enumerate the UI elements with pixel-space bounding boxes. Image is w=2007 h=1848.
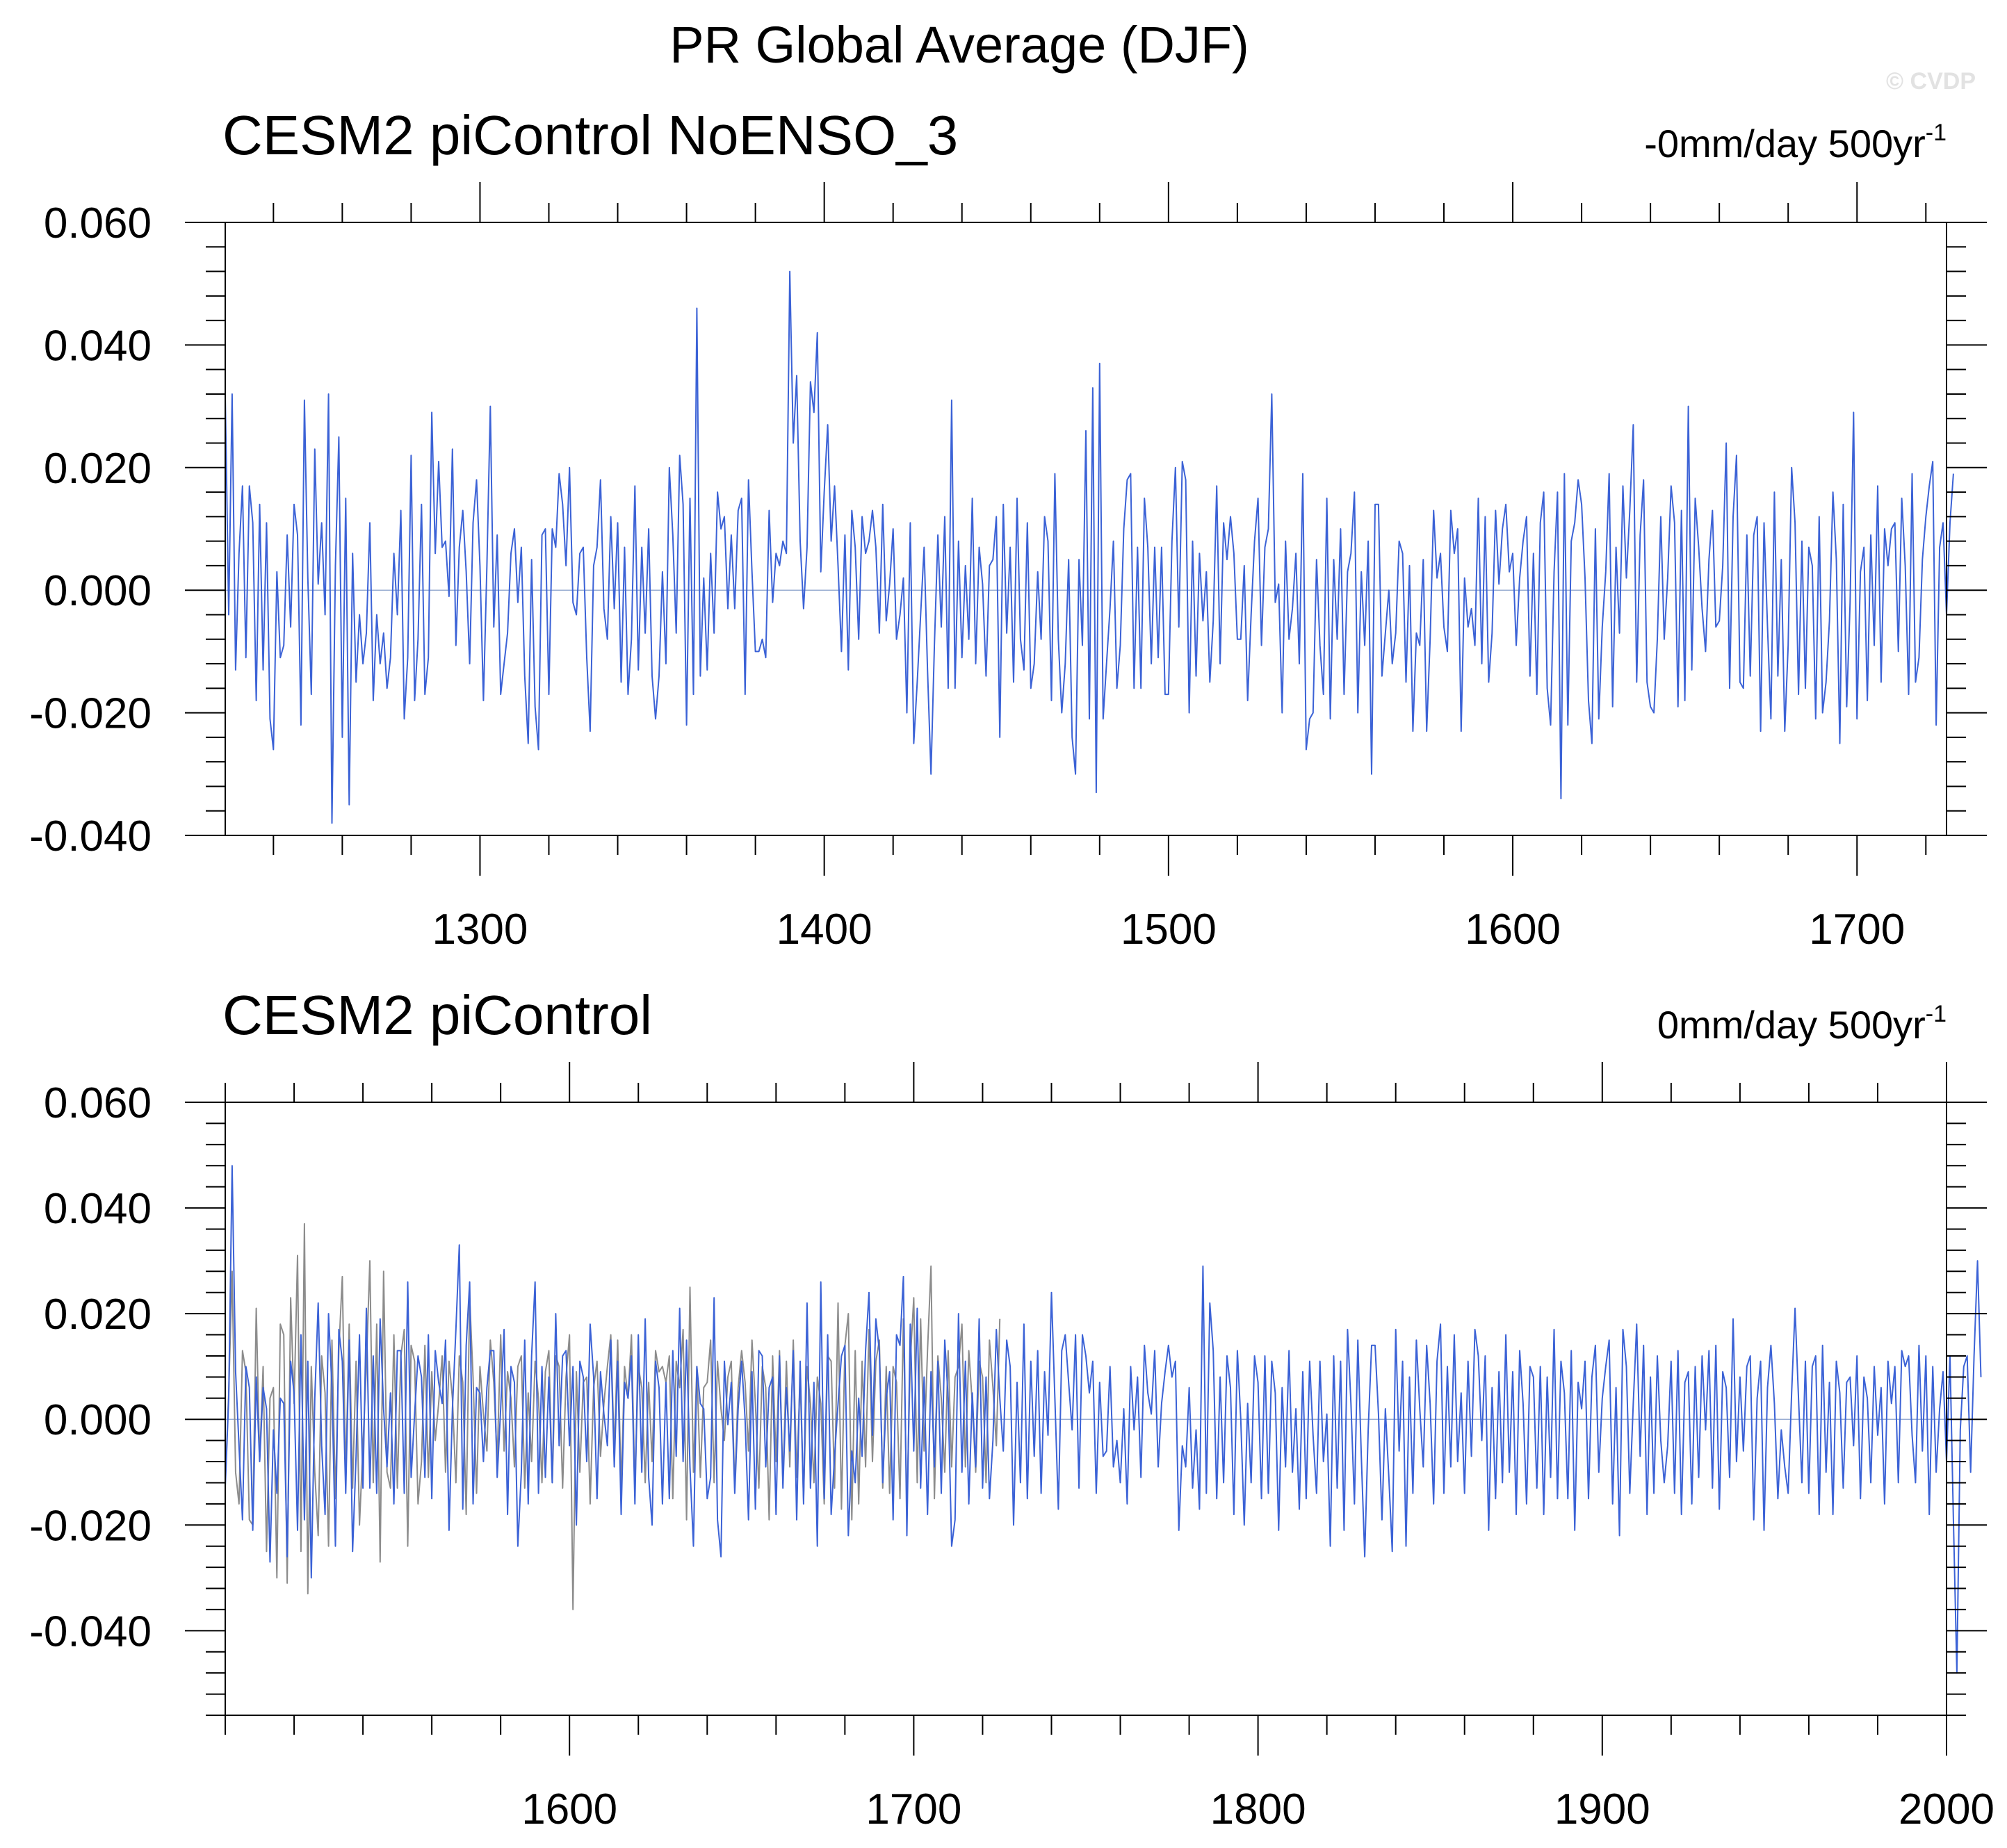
plot-frame [225, 1102, 1947, 1716]
y-tick-label: 0.060 [44, 1079, 152, 1127]
x-tick-label: 1300 [432, 906, 528, 954]
panel-title: CESM2 piControl NoENSO_3 [222, 104, 958, 166]
y-tick-label: 0.040 [44, 322, 152, 370]
watermark: © CVDP [1886, 68, 1976, 95]
x-tick-labels: 1600 1700 1800 1900 2000 [521, 1785, 1994, 1833]
x-tick-label: 1900 [1554, 1785, 1650, 1833]
x-tick-label: 2000 [1899, 1785, 1994, 1833]
x-tick-label: 1600 [1465, 906, 1561, 954]
trend-label: 0mm/day 500yr-1 [1657, 1001, 1947, 1047]
axes-frame [185, 182, 1987, 876]
y-tick-labels: -0.040 -0.020 0.000 0.020 0.040 0.060 [29, 1079, 152, 1655]
y-tick-label: -0.020 [29, 690, 152, 738]
y-tick-label: 0.020 [44, 445, 152, 493]
y-tick-label: -0.040 [29, 1608, 152, 1655]
y-tick-label: 0.060 [44, 199, 152, 247]
x-tick-label: 1800 [1210, 1785, 1306, 1833]
y-tick-label: 0.000 [44, 1396, 152, 1444]
series-line-primary [225, 270, 1954, 824]
x-tick-label: 1700 [1809, 906, 1905, 954]
x-tick-label: 1700 [866, 1785, 961, 1833]
panel-noenso3: CESM2 piControl NoENSO_3 -0mm/day 500yr-… [29, 104, 1987, 954]
y-tick-label: 0.000 [44, 567, 152, 615]
axes-frame [185, 1062, 1987, 1756]
series-line-primary [225, 1165, 1982, 1674]
x-tick-label: 1500 [1121, 906, 1217, 954]
x-tick-labels: 1300 1400 1500 1600 1700 [432, 906, 1905, 954]
y-tick-label: 0.040 [44, 1185, 152, 1233]
y-tick-label: -0.040 [29, 812, 152, 860]
x-tick-label: 1400 [777, 906, 872, 954]
trend-text: -0mm/day 500yr [1644, 122, 1926, 165]
panel-picontrol: CESM2 piControl 0mm/day 500yr-1 1600 1700… [29, 984, 1994, 1833]
y-tick-label: -0.020 [29, 1502, 152, 1550]
y-tick-label: 0.020 [44, 1291, 152, 1339]
plot-frame [225, 222, 1947, 836]
figure-title: PR Global Average (DJF) [669, 16, 1249, 74]
panel-title: CESM2 piControl [222, 984, 652, 1046]
trend-exponent: -1 [1926, 1001, 1947, 1027]
y-tick-labels: -0.040 -0.020 0.000 0.020 0.040 0.060 [29, 199, 152, 860]
x-tick-label: 1600 [521, 1785, 617, 1833]
trend-exponent: -1 [1926, 120, 1947, 146]
trend-label: -0mm/day 500yr-1 [1644, 120, 1947, 165]
trend-text: 0mm/day 500yr [1657, 1003, 1926, 1047]
